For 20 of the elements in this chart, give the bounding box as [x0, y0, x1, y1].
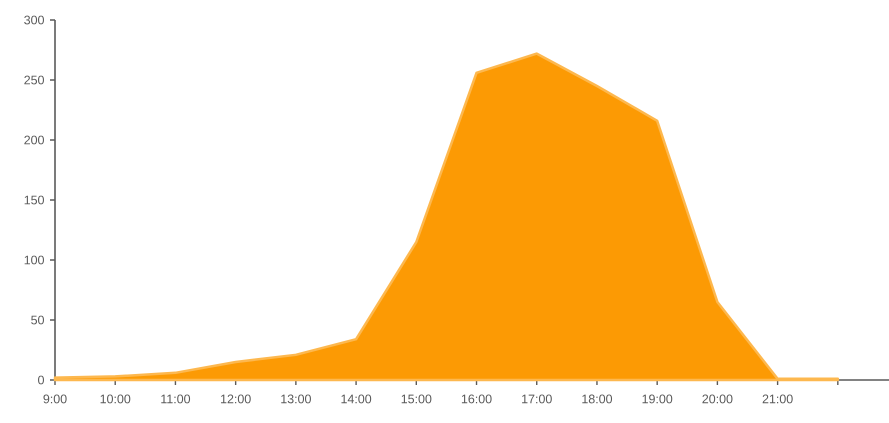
y-tick-label: 100: [24, 256, 44, 264]
y-tick-label: 150: [24, 196, 44, 204]
y-tick-label: 50: [31, 316, 44, 324]
y-tick-label: 0: [38, 376, 44, 384]
y-tick-label: 300: [24, 16, 44, 24]
x-tick-label: 14:00: [341, 394, 372, 404]
x-tick-label: 18:00: [582, 394, 612, 404]
x-tick-label: 19:00: [642, 394, 672, 404]
x-tick-label: 15:00: [402, 394, 432, 404]
x-tick-label: 10:00: [100, 394, 130, 404]
x-tick-label: 21:00: [762, 394, 793, 404]
x-tick-label: 12:00: [221, 394, 251, 404]
x-tick-label: 11:00: [161, 394, 190, 404]
x-tick-label: 13:00: [281, 394, 311, 404]
y-tick-label: 200: [24, 136, 44, 144]
x-tick-label: 16:00: [462, 394, 492, 404]
x-tick-label: 20:00: [702, 394, 732, 404]
y-tick-label: 250: [24, 76, 44, 84]
x-tick-label: 9:00: [43, 394, 67, 404]
x-tick-label: 17:00: [522, 394, 552, 404]
